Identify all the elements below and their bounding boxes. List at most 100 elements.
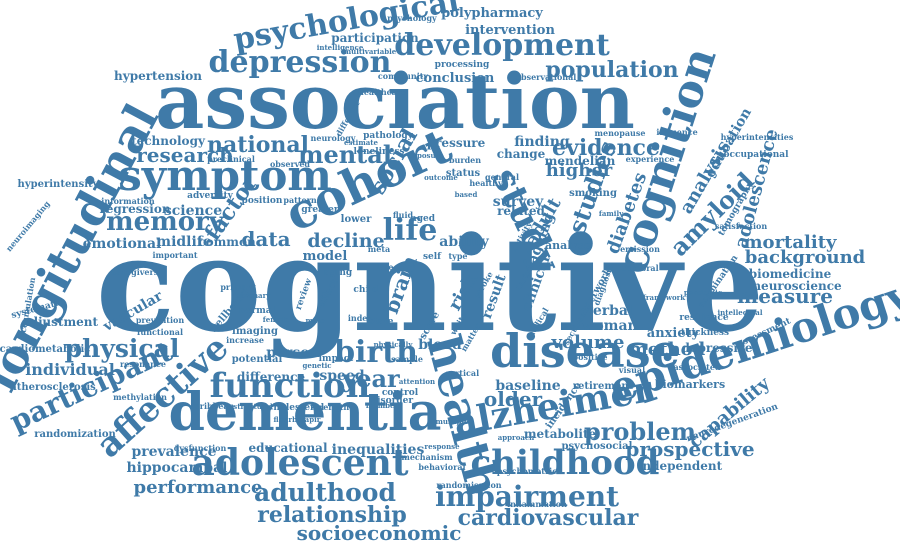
word-population: population (545, 57, 678, 83)
word-older: older (484, 387, 543, 411)
word-primary: primary (220, 282, 256, 292)
word-verbal: verbal (584, 303, 634, 319)
word-cholesterol: cholesterol (268, 403, 325, 413)
word-hyperintensities: hyperintensities (721, 132, 794, 142)
word-mental: mental (298, 140, 392, 169)
word-positive: positive (573, 352, 608, 362)
word-attention: attention (399, 377, 435, 386)
word-fluid: fluid (393, 210, 414, 220)
word-psychology: psychology (387, 13, 437, 23)
word-midlife: midlife (156, 234, 212, 250)
word-educational: educational (249, 441, 328, 455)
word-finding: finding (514, 134, 570, 150)
word-experience: experience (626, 154, 675, 164)
word-dementia: dementia (169, 382, 442, 443)
word-dysfunction: dysfunction (174, 443, 227, 453)
word-processing: processing (435, 60, 490, 70)
word-intelligence: intelligence (317, 43, 364, 52)
word-healthcare: healthcare (358, 87, 406, 97)
word-burden: burden (449, 155, 481, 165)
word-loneliness: loneliness (354, 147, 405, 157)
word-imaging: imaging (232, 326, 278, 337)
word-common: common (198, 235, 256, 249)
word-occupational: occupational (723, 150, 789, 160)
word-disease: disease (490, 324, 680, 378)
word-index: index (348, 313, 373, 323)
word-survey: survey (493, 194, 544, 210)
word-speed: speed (319, 368, 364, 384)
word-cardiovascular: cardiovascular (458, 505, 639, 531)
word-depression: depression (209, 45, 392, 80)
word-cardiometabolic: cardiometabolic (0, 344, 90, 355)
word-methylation: methylation (113, 392, 167, 402)
word-function: function (210, 366, 371, 406)
word-position: position (242, 196, 283, 206)
word-aged: aged (411, 214, 436, 224)
word-cognitive: cognitive (96, 208, 764, 361)
word-emotional: emotional (83, 236, 162, 252)
word-intellectual: intellectual (718, 308, 763, 317)
word-participation: participation (331, 31, 419, 45)
word-measure: measure (737, 284, 833, 308)
word-baseline: baseline (495, 378, 560, 394)
word-adulthood: adulthood (254, 478, 396, 507)
word-woman: woman (581, 318, 637, 334)
word-education: education (702, 105, 755, 180)
word-multivariable: multivariable (344, 47, 397, 56)
word-satisfaction: satisfaction (715, 221, 767, 231)
word-randomization: randomization (34, 429, 116, 440)
word-framework: framework (643, 293, 685, 302)
word-cortical: cortical (445, 368, 479, 378)
word-development: development (394, 28, 610, 63)
word-regression: regression (99, 202, 170, 216)
word-self: self (423, 252, 442, 262)
word-research: research (136, 143, 234, 167)
word-healthy: healthy (469, 178, 503, 188)
word-life: life (383, 213, 438, 248)
word-observed: observed (270, 159, 310, 169)
word-model: model (303, 249, 348, 264)
word-decline: decline (307, 230, 384, 252)
word-hyperintensity: hyperintensity (18, 179, 100, 190)
word-related: related (497, 204, 545, 218)
word-disorder: disorder (371, 396, 414, 406)
word-flourbetapir: flourbetapir (274, 415, 321, 424)
word-prospective: prospective (625, 437, 754, 461)
word-hypertension: hypertension (114, 69, 202, 83)
word-sample: sample (391, 354, 423, 364)
word-physical: physical (65, 334, 180, 363)
word-multiple: multiple (435, 417, 469, 426)
word-visual: visual (618, 365, 645, 375)
word-based: based (455, 190, 478, 199)
word-pandemic: pandemic (684, 288, 722, 297)
word-menopause: menopause (595, 128, 646, 138)
word-memory: memory (106, 207, 225, 237)
word-psychosocial: psychosocial (562, 441, 633, 452)
word-retirement: retirement (573, 381, 634, 392)
word-caribbean: caribbean (190, 401, 235, 411)
word-adolescent: adolescent (192, 442, 409, 484)
word-difference: difference (237, 370, 305, 384)
word-polypharmacy: polypharmacy (441, 6, 543, 21)
word-state: state (369, 317, 394, 327)
word-normal: normal (239, 306, 276, 316)
word-year: year (341, 364, 400, 393)
word-psychometric: psychometric (497, 466, 557, 476)
word-preclinical: preclinical (207, 154, 255, 164)
word-associated: associated (674, 362, 721, 372)
word-potential: potential (232, 354, 283, 365)
word-exposure: exposure (408, 151, 444, 160)
word-ability: ability (439, 234, 489, 250)
word-prevalence: prevalence (131, 444, 216, 460)
word-conclusion: conclusion (416, 71, 495, 86)
word-community: community (378, 71, 429, 81)
word-pressure: pressure (427, 136, 486, 150)
word-volume: volume (551, 332, 625, 353)
word-increase: increase (226, 335, 264, 345)
word-evidence: evidence (552, 135, 660, 161)
word-atherosclerosis: atherosclerosis (10, 382, 96, 393)
word-childhood: childhood (471, 443, 660, 483)
word-change: change (497, 147, 546, 161)
word-member: member (366, 401, 399, 410)
